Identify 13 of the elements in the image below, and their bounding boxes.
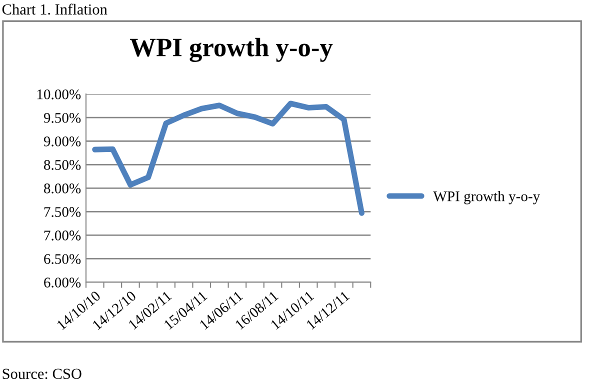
y-tick-label: 9.00% xyxy=(44,136,81,146)
chart-title: WPI growth y-o-y xyxy=(130,38,333,62)
y-tick-label: 6.00% xyxy=(44,278,81,288)
source-note: Source: CSO xyxy=(2,368,82,380)
y-tick-label: 10.00% xyxy=(37,89,81,100)
legend-label: WPI growth y-o-y xyxy=(433,190,540,204)
caption: Chart 1. Inflation xyxy=(2,4,108,15)
y-tick-label: 8.00% xyxy=(44,184,81,194)
y-tick-label: 6.50% xyxy=(44,254,81,264)
y-tick-label: 9.50% xyxy=(44,112,81,123)
y-tick-label: 7.50% xyxy=(44,207,81,217)
y-tick-label: 8.50% xyxy=(44,160,81,170)
y-tick-label: 7.00% xyxy=(44,230,81,240)
